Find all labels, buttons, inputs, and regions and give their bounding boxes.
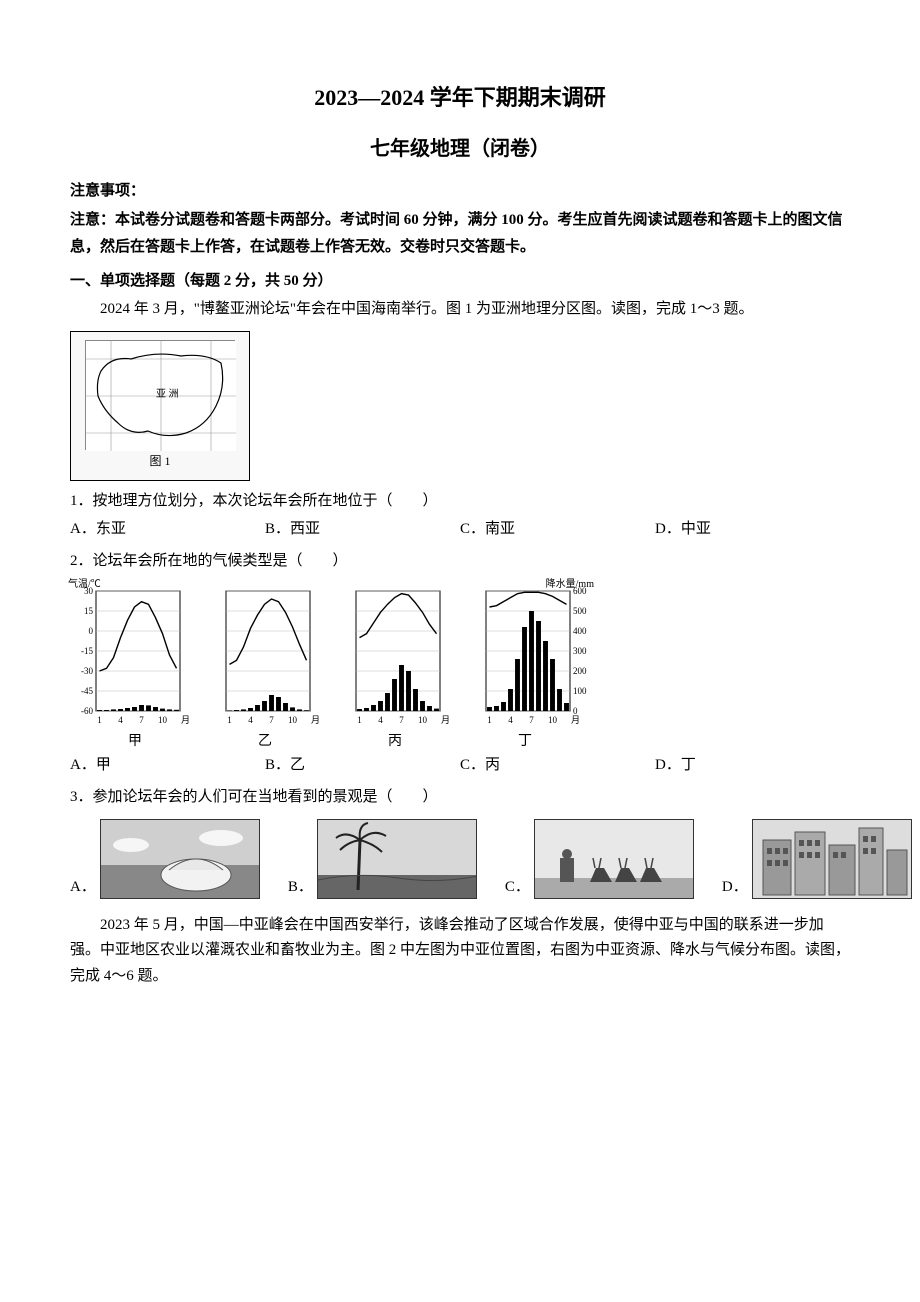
notice-heading: 注意事项：	[70, 179, 850, 203]
q2-opt-b: B．乙	[265, 753, 460, 777]
svg-text:1: 1	[227, 715, 232, 725]
climate-chart-bing: 14710月 丙	[330, 579, 460, 749]
svg-text:亚 洲: 亚 洲	[156, 388, 179, 400]
q1-opt-c: C．南亚	[460, 517, 655, 541]
q3-image-a	[100, 819, 260, 899]
q3-opt-b-wrap: B．	[288, 819, 477, 899]
q1-opt-a: A．东亚	[70, 517, 265, 541]
svg-text:500: 500	[573, 606, 587, 616]
climate-chart-jia: 气温/℃ 30150-15-30-45-6014710月 甲	[70, 579, 200, 749]
climate-charts-row: 气温/℃ 30150-15-30-45-6014710月 甲 14710月 乙 …	[70, 579, 850, 749]
chart-label-bing: 丙	[330, 731, 460, 753]
svg-text:10: 10	[288, 715, 298, 725]
figure-1-map: 亚 洲 图 1	[70, 331, 250, 481]
notice-body: 注意：本试卷分试题卷和答题卡两部分。考试时间 60 分钟，满分 100 分。考生…	[70, 207, 850, 261]
chart-label-yi: 乙	[200, 731, 330, 753]
intro-text-2: 2023 年 5 月，中国—中亚峰会在中国西安举行，该峰会推动了区域合作发展，使…	[70, 913, 850, 990]
svg-text:月: 月	[441, 715, 450, 725]
svg-text:7: 7	[399, 715, 404, 725]
svg-text:1: 1	[357, 715, 362, 725]
svg-text:7: 7	[269, 715, 274, 725]
svg-text:10: 10	[418, 715, 428, 725]
svg-text:月: 月	[571, 715, 580, 725]
q2-opt-c: C．丙	[460, 753, 655, 777]
svg-text:100: 100	[573, 686, 587, 696]
q3-image-b	[317, 819, 477, 899]
question-2: 2．论坛年会所在地的气候类型是（ ）	[70, 549, 850, 573]
q3-image-d	[752, 819, 912, 899]
question-3: 3．参加论坛年会的人们可在当地看到的景观是（ ）	[70, 785, 850, 809]
q3-opt-a-letter: A．	[70, 875, 96, 899]
chart-label-jia: 甲	[70, 731, 200, 753]
svg-text:10: 10	[548, 715, 558, 725]
svg-text:7: 7	[529, 715, 534, 725]
svg-text:4: 4	[118, 715, 123, 725]
q3-opt-d-wrap: D．	[722, 819, 912, 899]
svg-text:200: 200	[573, 666, 587, 676]
temp-axis-label: 气温/℃	[68, 577, 101, 593]
q3-opt-c-letter: C．	[505, 875, 530, 899]
svg-text:-45: -45	[81, 686, 93, 696]
q3-opt-c-wrap: C．	[505, 819, 694, 899]
climate-chart-ding: 降水量/mm 600500400300200100014710月 丁	[460, 579, 590, 749]
svg-text:-15: -15	[81, 646, 93, 656]
svg-text:10: 10	[158, 715, 168, 725]
svg-text:7: 7	[139, 715, 144, 725]
section-heading: 一、单项选择题（每题 2 分，共 50 分）	[70, 269, 850, 293]
svg-text:月: 月	[181, 715, 190, 725]
q3-image-c	[534, 819, 694, 899]
question-3-image-options: A． B． C．	[70, 819, 850, 899]
svg-text:-60: -60	[81, 706, 93, 716]
svg-text:4: 4	[378, 715, 383, 725]
svg-text:0: 0	[89, 626, 94, 636]
q2-opt-a: A．甲	[70, 753, 265, 777]
q3-opt-b-letter: B．	[288, 875, 313, 899]
question-2-options: A．甲 B．乙 C．丙 D．丁	[70, 753, 850, 777]
title-main: 2023—2024 学年下期期末调研	[70, 80, 850, 115]
q1-opt-d: D．中亚	[655, 517, 850, 541]
q1-opt-b: B．西亚	[265, 517, 460, 541]
svg-text:400: 400	[573, 626, 587, 636]
svg-text:1: 1	[97, 715, 102, 725]
svg-text:月: 月	[311, 715, 320, 725]
svg-text:300: 300	[573, 646, 587, 656]
title-sub: 七年级地理（闭卷）	[70, 133, 850, 165]
svg-text:1: 1	[487, 715, 492, 725]
figure-1-label: 图 1	[149, 452, 170, 471]
q2-opt-d: D．丁	[655, 753, 850, 777]
q3-opt-d-letter: D．	[722, 875, 748, 899]
chart-label-ding: 丁	[460, 731, 590, 753]
svg-text:-30: -30	[81, 666, 93, 676]
precip-axis-label: 降水量/mm	[546, 577, 594, 593]
intro-text-1: 2024 年 3 月，"博鳌亚洲论坛"年会在中国海南举行。图 1 为亚洲地理分区…	[70, 297, 850, 323]
svg-text:4: 4	[508, 715, 513, 725]
q3-opt-a-wrap: A．	[70, 819, 260, 899]
question-1-options: A．东亚 B．西亚 C．南亚 D．中亚	[70, 517, 850, 541]
question-1: 1．按地理方位划分，本次论坛年会所在地位于（ ）	[70, 489, 850, 513]
svg-text:4: 4	[248, 715, 253, 725]
climate-chart-yi: 14710月 乙	[200, 579, 330, 749]
svg-text:15: 15	[84, 606, 94, 616]
